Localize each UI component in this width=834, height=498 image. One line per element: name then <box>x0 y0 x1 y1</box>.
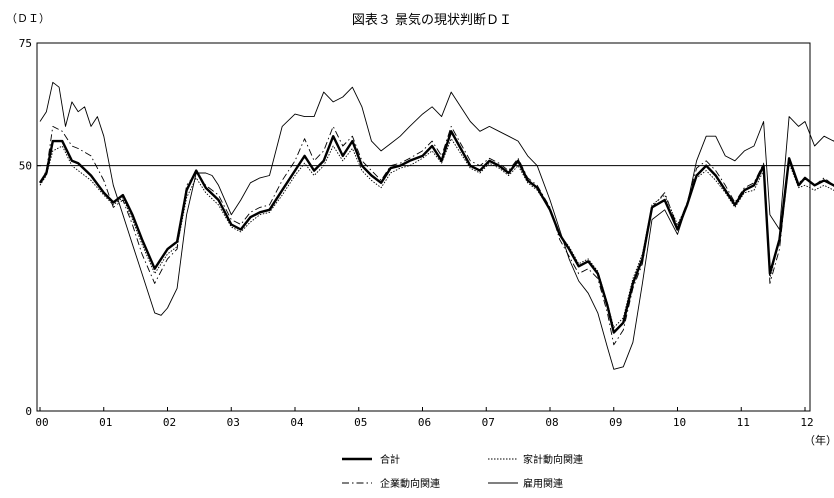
series-line-household <box>39 138 834 329</box>
series-group <box>38 81 834 370</box>
x-tick-label-11: 11 <box>737 416 750 429</box>
series-line-corporate <box>39 125 834 346</box>
x-tick-label-07: 07 <box>482 416 495 429</box>
plot-frame <box>36 42 811 412</box>
x-tick-label-06: 06 <box>418 416 431 429</box>
legend-label-total: 合計 <box>380 453 400 466</box>
x-tick-label-03: 03 <box>227 416 240 429</box>
x-tick-label-12: 12 <box>800 416 813 429</box>
y-tick-group: 0 50 75 <box>19 37 41 418</box>
x-tick-label-09: 09 <box>609 416 622 429</box>
series-line-employment <box>39 81 834 370</box>
legend: 合計 家計動向関連 企業動向関連 雇用関連 <box>342 453 583 490</box>
chart-title: 図表３ 景気の現状判断ＤＩ <box>352 12 512 28</box>
legend-label-employment: 雇用関連 <box>523 477 563 490</box>
x-tick-group: 00 01 02 03 04 05 06 07 08 09 10 11 12 <box>35 407 814 429</box>
y-tick-label-50: 50 <box>19 160 32 173</box>
x-tick-label-04: 04 <box>290 416 304 429</box>
series-line-total <box>38 130 834 334</box>
x-tick-label-08: 08 <box>545 416 558 429</box>
x-tick-label-10: 10 <box>673 416 686 429</box>
legend-label-household: 家計動向関連 <box>523 453 583 466</box>
legend-label-corporate: 企業動向関連 <box>380 477 440 490</box>
x-axis-label: （年） <box>804 433 834 447</box>
y-tick-label-0: 0 <box>25 405 32 418</box>
x-tick-label-00: 00 <box>35 416 48 429</box>
x-tick-label-01: 01 <box>99 416 112 429</box>
x-tick-label-02: 02 <box>163 416 176 429</box>
y-tick-label-75: 75 <box>19 37 32 50</box>
x-tick-label-05: 05 <box>354 416 367 429</box>
y-axis-label: （ＤＩ） <box>6 12 50 25</box>
